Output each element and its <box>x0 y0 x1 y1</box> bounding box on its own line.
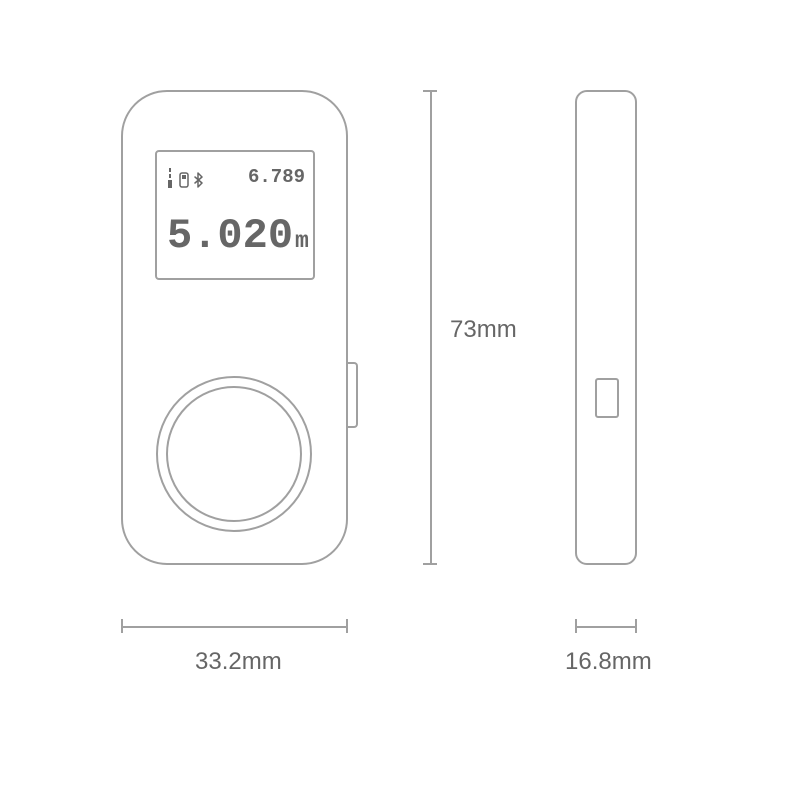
bluetooth-icon <box>193 172 203 188</box>
diagram-stage: 6.789 5.020m 73mm 33.2mm 16.8mm <box>0 0 800 800</box>
dimension-height-line <box>430 90 432 565</box>
dimension-width-side-line <box>575 626 637 628</box>
laser-icon <box>165 168 175 188</box>
front-side-notch <box>348 362 358 428</box>
display-main-unit: m <box>295 228 309 254</box>
side-view-button <box>595 378 619 418</box>
dimension-height-tick-bottom <box>423 563 437 565</box>
dimension-width-front-tick-right <box>346 619 348 633</box>
dimension-width-side-tick-right <box>635 619 637 633</box>
display-secondary-value: 6.789 <box>248 166 305 188</box>
display-bezel: 6.789 5.020m <box>155 150 315 280</box>
status-icons <box>165 168 203 188</box>
device-side-outline <box>575 90 637 565</box>
display-top-row: 6.789 <box>157 166 313 188</box>
dimension-width-side-tick-left <box>575 619 577 633</box>
dimension-width-side-label: 16.8mm <box>565 648 652 676</box>
dimension-width-front-tick-left <box>121 619 123 633</box>
display-main-number: 5.020 <box>167 212 293 260</box>
dimension-width-front-label: 33.2mm <box>195 648 282 676</box>
dimension-height-label: 73mm <box>450 316 517 344</box>
display-main-value: 5.020m <box>167 212 305 260</box>
dimension-height-tick-top <box>423 90 437 92</box>
dimension-width-front-line <box>121 626 348 628</box>
main-button-inner <box>166 386 302 522</box>
device-icon <box>179 172 189 188</box>
